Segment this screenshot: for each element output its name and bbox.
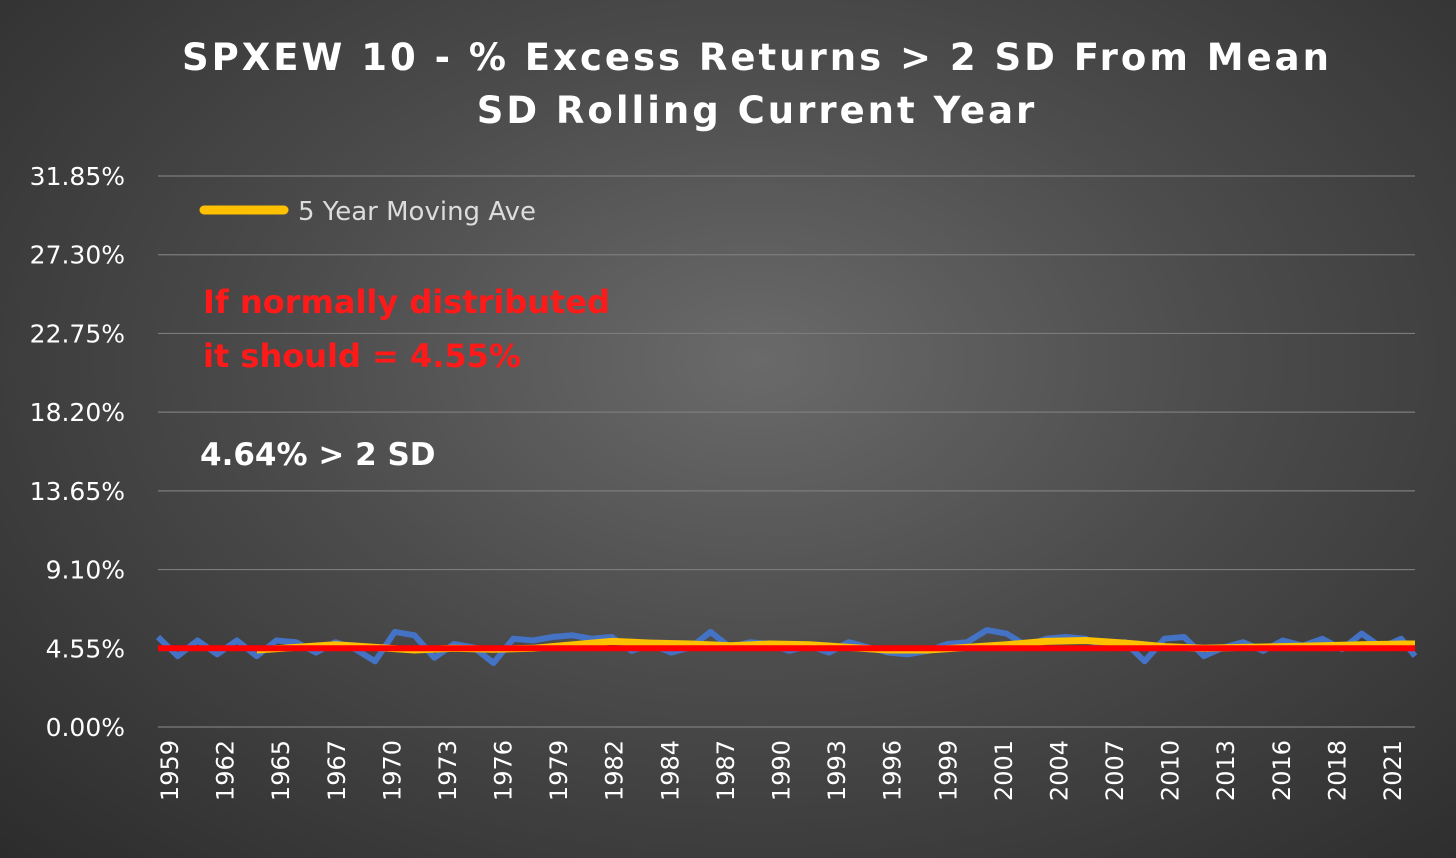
x-tick-label: 1979: [545, 740, 573, 801]
x-tick-label: 2013: [1212, 740, 1240, 801]
x-tick-label: 2010: [1157, 740, 1185, 801]
y-tick-label: 22.75%: [30, 319, 125, 348]
x-tick-label: 1976: [490, 740, 518, 801]
y-tick-label: 0.00%: [46, 713, 125, 742]
y-tick-label: 9.10%: [46, 556, 125, 585]
y-tick-label: 31.85%: [30, 162, 125, 191]
y-axis-ticks: 0.00% 4.55% 9.10% 13.65% 18.20% 22.75% 27.30% 3…: [30, 162, 125, 742]
x-tick-label: 2004: [1045, 740, 1073, 801]
x-tick-label: 1973: [434, 740, 462, 801]
x-tick-label: 1984: [656, 740, 684, 801]
chart-title-line-2: SD Rolling Current Year: [477, 89, 1038, 132]
y-tick-label: 4.55%: [46, 634, 125, 663]
x-tick-label: 1970: [378, 740, 406, 801]
x-tick-label: 2021: [1379, 740, 1407, 801]
x-tick-label: 1999: [934, 740, 962, 801]
x-tick-label: 1996: [879, 740, 907, 801]
x-tick-label: 1990: [768, 740, 796, 801]
y-tick-label: 27.30%: [30, 241, 125, 270]
x-tick-label: 2018: [1323, 740, 1351, 801]
x-axis-ticks: 1959 1962 1965 1967 1970 1973 1976 1979 1982 1984…: [156, 740, 1407, 801]
chart-title-line-1: SPXEW 10 - % Excess Returns > 2 SD From …: [182, 36, 1332, 79]
x-tick-label: 2016: [1268, 740, 1296, 801]
x-tick-label: 1993: [823, 740, 851, 801]
x-tick-label: 1959: [156, 740, 184, 801]
x-tick-label: 1982: [601, 740, 629, 801]
legend-label-moving-ave: 5 Year Moving Ave: [298, 197, 536, 227]
series-lines: [155, 627, 1418, 666]
x-tick-label: 2001: [990, 740, 1018, 801]
x-tick-label: 2007: [1101, 740, 1129, 801]
annotation-red-line-1: If normally distributed: [203, 283, 610, 321]
annotation-white: 4.64% > 2 SD: [200, 437, 436, 473]
y-tick-label: 13.65%: [30, 477, 125, 506]
x-tick-label: 1987: [712, 740, 740, 801]
x-tick-label: 1962: [212, 740, 240, 801]
legend: 5 Year Moving Ave: [199, 197, 536, 227]
x-tick-label: 1965: [267, 740, 295, 801]
y-tick-label: 18.20%: [30, 398, 125, 427]
x-tick-label: 1967: [323, 740, 351, 801]
annotation-red-line-2: it should = 4.55%: [203, 337, 521, 375]
